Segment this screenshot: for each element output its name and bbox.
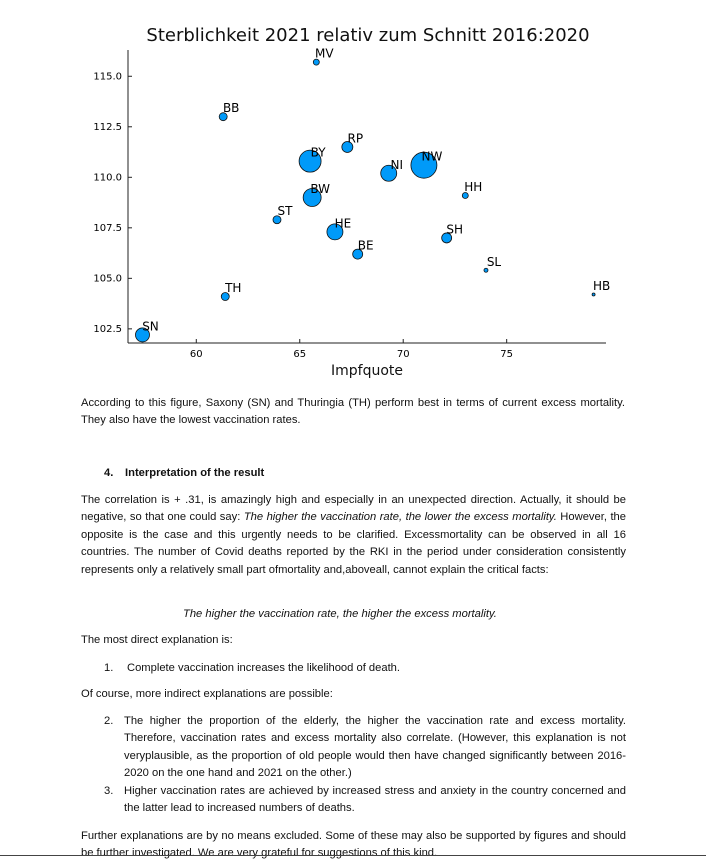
bubble xyxy=(410,151,438,179)
bubble xyxy=(326,223,344,241)
y-tick-label: 105.0 xyxy=(93,273,122,284)
bubble xyxy=(483,267,489,273)
point-label: SL xyxy=(487,255,502,269)
text: However, the opposite is the case and th… xyxy=(81,511,626,576)
point-label: BE xyxy=(358,239,374,253)
list-number: 1. xyxy=(104,662,114,674)
point-label: SN xyxy=(142,319,159,333)
point-label: SH xyxy=(446,222,463,236)
point-label: NI xyxy=(390,158,403,172)
paragraph: The correlation is + .31, is amazingly h… xyxy=(81,492,626,579)
bubble xyxy=(135,327,150,343)
x-tick-label: 65 xyxy=(293,349,306,360)
point-label: ST xyxy=(278,204,294,218)
y-tick-label: 107.5 xyxy=(93,223,122,234)
chart: Sterblichkeit 2021 relativ zum Schnitt 2… xyxy=(93,25,610,379)
point-label: TH xyxy=(224,281,241,295)
point-label: RP xyxy=(348,131,364,145)
section-number: 4. xyxy=(104,467,114,479)
section-title: Interpretation of the result xyxy=(125,467,265,479)
list-item: The higher the proportion of the elderly… xyxy=(124,715,626,780)
point-label: BB xyxy=(223,101,239,115)
bubble xyxy=(352,248,364,260)
x-tick-label: 70 xyxy=(397,349,410,360)
page-rule xyxy=(0,855,706,856)
x-tick-label: 60 xyxy=(190,349,203,360)
list-item: Complete vaccination increases the likel… xyxy=(127,662,401,674)
bubble xyxy=(341,141,354,153)
bubble xyxy=(218,112,228,122)
bubble xyxy=(220,292,230,301)
bubble xyxy=(461,192,469,199)
point-label: BW xyxy=(310,182,330,196)
point-label: NW xyxy=(421,150,442,164)
x-tick-label: 75 xyxy=(500,349,513,360)
bubble xyxy=(298,149,322,173)
y-tick-label: 110.0 xyxy=(93,172,122,183)
bubble xyxy=(312,58,320,66)
point-label: MV xyxy=(315,47,334,61)
paragraph: The most direct explanation is: xyxy=(81,634,233,646)
point-label: HB xyxy=(593,279,610,293)
text: The correlation is + .31, is amazingly h… xyxy=(81,494,626,524)
bubble xyxy=(380,164,398,182)
bubble xyxy=(591,292,596,297)
point-label: HE xyxy=(335,216,352,230)
bubble xyxy=(272,215,282,225)
list-number: 3. xyxy=(104,785,114,797)
quote: The higher the vaccination rate, the hig… xyxy=(183,608,497,620)
point-label: BY xyxy=(311,146,327,160)
emphasis: The higher the vaccination rate, the low… xyxy=(243,511,557,524)
list-item: Higher vaccination rates are achieved by… xyxy=(124,785,626,815)
point-label: HH xyxy=(464,180,482,194)
list-number: 2. xyxy=(104,715,114,727)
bubble xyxy=(441,232,453,244)
y-tick-label: 112.5 xyxy=(93,122,122,133)
closing-paragraph: Further explanations are by no means exc… xyxy=(81,830,626,860)
y-tick-label: 115.0 xyxy=(93,71,122,82)
paragraph: Of course, more indirect explanations ar… xyxy=(81,688,333,700)
x-axis-label: Impfquote xyxy=(331,363,403,379)
y-tick-label: 102.5 xyxy=(93,324,122,335)
chart-title: Sterblichkeit 2021 relativ zum Schnitt 2… xyxy=(146,25,589,46)
bubble xyxy=(302,188,322,207)
intro-paragraph: According to this figure, Saxony (SN) an… xyxy=(81,397,625,427)
